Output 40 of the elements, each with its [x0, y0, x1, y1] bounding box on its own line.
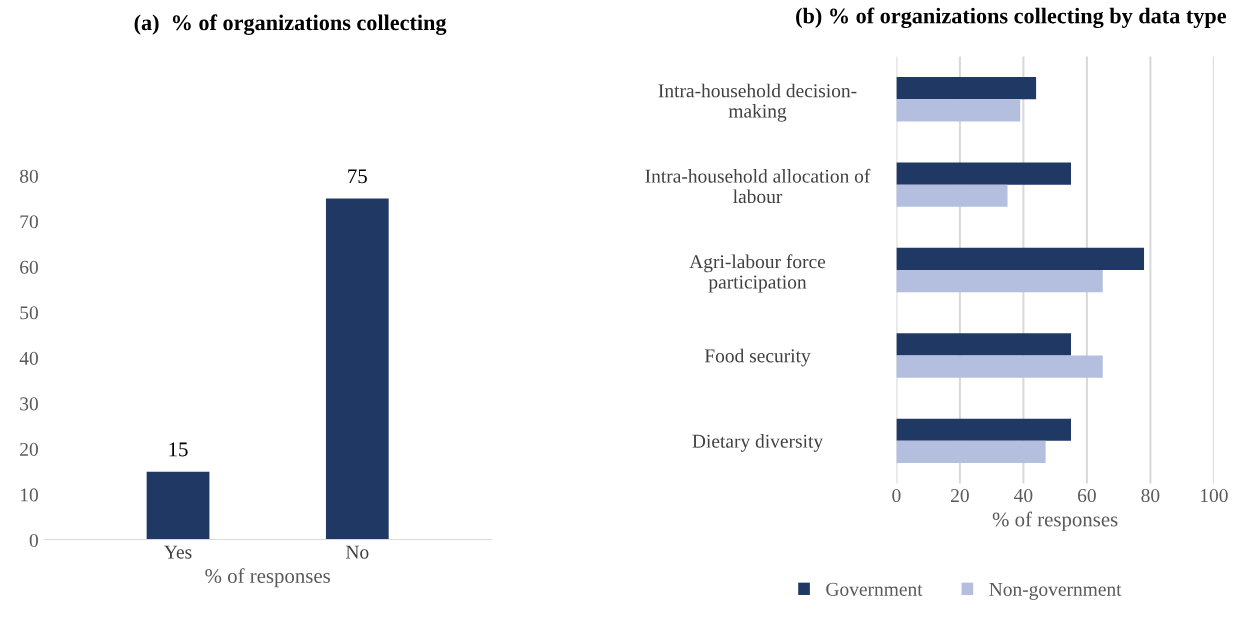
x-tick-label: 60	[1078, 488, 1096, 503]
bar	[896, 270, 1103, 293]
bar	[896, 77, 1037, 100]
bar	[896, 184, 1008, 207]
bar	[896, 418, 1072, 441]
legend-label: Non-government	[989, 582, 1122, 600]
chart-title: (a) % of organizations collecting	[134, 14, 447, 35]
x-tick-label: 40	[1014, 488, 1033, 503]
y-tick-label: 50	[20, 306, 38, 320]
x-tick-label: 20	[951, 488, 969, 503]
y-tick-label: 70	[20, 215, 38, 229]
legend-label: Government	[826, 582, 923, 596]
bar	[896, 355, 1103, 378]
data-label: 15	[169, 442, 188, 457]
bar	[896, 99, 1021, 122]
y-tick-label: Intra-household decision- making	[658, 83, 857, 122]
y-tick-label: 10	[20, 488, 38, 502]
data-label: 75	[348, 169, 367, 184]
y-tick-label: 80	[20, 169, 38, 183]
bar	[896, 247, 1145, 271]
x-axis-title: % of responses	[205, 568, 330, 588]
chart-title: (b) % of organizations collecting by data type	[796, 7, 1227, 29]
y-tick-label: 0	[29, 533, 38, 548]
x-tick-label: Yes	[164, 545, 192, 559]
y-tick-label: 40	[19, 351, 38, 365]
x-tick-label: No	[345, 545, 369, 559]
y-tick-label: 30	[20, 397, 38, 411]
x-tick-label: 80	[1141, 488, 1160, 503]
y-tick-label: Food security	[704, 348, 811, 367]
y-tick-label: Intra-household allocation of labour	[645, 168, 871, 204]
y-tick-label: 20	[20, 442, 38, 456]
bar	[896, 333, 1072, 356]
bar	[896, 440, 1046, 464]
y-tick-label: 60	[20, 260, 38, 274]
y-tick-label: Dietary diversity	[692, 434, 824, 452]
x-tick-label: 0	[892, 488, 901, 503]
x-tick-label: 100	[1201, 488, 1228, 503]
y-tick-label: Agri-labour force participation	[689, 254, 826, 293]
bar	[896, 162, 1072, 185]
x-axis-title: % of responses	[992, 511, 1118, 531]
